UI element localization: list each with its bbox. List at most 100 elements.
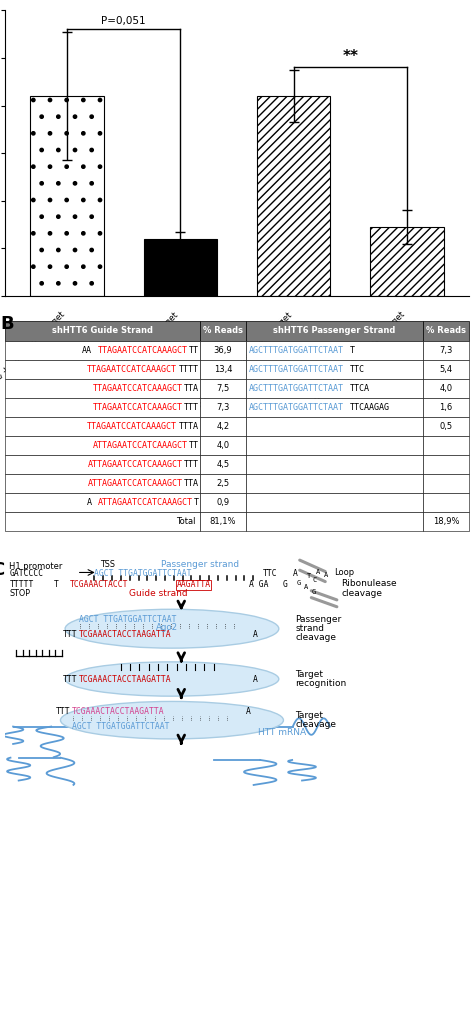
Text: TTCA: TTCA xyxy=(350,384,370,392)
Text: STOP: STOP xyxy=(9,590,30,598)
Text: 13,4: 13,4 xyxy=(214,365,232,374)
Text: G: G xyxy=(283,581,287,590)
Text: TTT: TTT xyxy=(63,675,77,683)
Bar xyxy=(246,379,423,397)
Text: pCCI- shTT6 + passenger target: pCCI- shTT6 + passenger target xyxy=(189,310,294,415)
Text: cleavage: cleavage xyxy=(295,634,336,642)
Text: cleavage: cleavage xyxy=(341,590,383,598)
Text: TTTT: TTTT xyxy=(178,365,199,374)
Text: T: T xyxy=(307,573,311,580)
Text: shHTT6 Guide Strand: shHTT6 Guide Strand xyxy=(52,327,153,336)
Bar xyxy=(30,96,104,296)
Text: TTT: TTT xyxy=(183,402,199,412)
Text: Guide strand: Guide strand xyxy=(129,590,187,598)
Text: Target: Target xyxy=(295,711,323,720)
Text: TTT: TTT xyxy=(56,707,71,716)
Text: Ribonulease: Ribonulease xyxy=(341,580,397,589)
Text: A: A xyxy=(316,569,320,574)
Text: ATTAGAATCCATCAAAGCT: ATTAGAATCCATCAAAGCT xyxy=(87,479,182,487)
Text: A: A xyxy=(246,707,251,716)
Bar xyxy=(5,493,200,512)
Text: TT: TT xyxy=(189,345,199,354)
Bar xyxy=(423,341,469,359)
Text: G: G xyxy=(296,580,301,586)
Text: T: T xyxy=(193,498,199,507)
Text: TTC: TTC xyxy=(263,569,277,579)
Bar xyxy=(423,397,469,417)
Text: TTTTT: TTTTT xyxy=(9,581,34,590)
Text: Passenger: Passenger xyxy=(295,615,341,624)
Bar xyxy=(200,455,246,474)
Text: A: A xyxy=(87,498,91,507)
Text: A: A xyxy=(304,585,309,591)
Text: TSS: TSS xyxy=(100,560,115,569)
Text: T: T xyxy=(54,581,58,590)
Text: TTAGAATCCATCAAAGCT: TTAGAATCCATCAAAGCT xyxy=(92,402,182,412)
Text: Passenger strand: Passenger strand xyxy=(161,560,239,569)
Text: A: A xyxy=(253,630,258,639)
Text: ATTAGAATCCATCAAAGCT: ATTAGAATCCATCAAAGCT xyxy=(87,460,182,469)
Text: AAGATTA: AAGATTA xyxy=(177,581,211,590)
Text: C: C xyxy=(0,561,4,579)
Text: 7,5: 7,5 xyxy=(217,384,230,392)
Bar xyxy=(5,397,200,417)
Text: ATTAGAATCCATCAAAGCT: ATTAGAATCCATCAAAGCT xyxy=(98,498,193,507)
Text: TTA: TTA xyxy=(183,479,199,487)
Text: ATTAGAATCCATCAAAGCT: ATTAGAATCCATCAAAGCT xyxy=(93,440,188,450)
Bar xyxy=(257,96,330,296)
Bar xyxy=(423,493,469,512)
Bar xyxy=(423,474,469,493)
Bar xyxy=(200,379,246,397)
Text: 0,5: 0,5 xyxy=(439,422,453,431)
Text: TTCAAGAG: TTCAAGAG xyxy=(350,402,390,412)
Bar xyxy=(5,512,200,531)
Text: AGCTTTGATGGATTCTAAT: AGCTTTGATGGATTCTAAT xyxy=(248,402,344,412)
Text: recognition: recognition xyxy=(295,679,346,688)
Bar xyxy=(200,512,246,531)
Text: A: A xyxy=(324,572,328,578)
Bar xyxy=(423,359,469,379)
Bar xyxy=(246,359,423,379)
Text: 4,2: 4,2 xyxy=(217,422,229,431)
Bar xyxy=(370,227,444,296)
Bar xyxy=(246,493,423,512)
Text: 4,0: 4,0 xyxy=(439,384,453,392)
Text: TTAGAATCCATCAAAGCT: TTAGAATCCATCAAAGCT xyxy=(92,384,182,392)
Text: TTAGAATCCATCAAAGCT: TTAGAATCCATCAAAGCT xyxy=(98,345,188,354)
Bar xyxy=(144,239,217,296)
Bar xyxy=(5,417,200,436)
Text: shHTT6 Passenger Strand: shHTT6 Passenger Strand xyxy=(273,327,396,336)
Text: SIN-shHTT6 + passenger target: SIN-shHTT6 + passenger target xyxy=(0,310,67,414)
Text: 5,4: 5,4 xyxy=(439,365,453,374)
Bar xyxy=(200,493,246,512)
Ellipse shape xyxy=(65,609,279,648)
Text: TCGAAACTACCT: TCGAAACTACCT xyxy=(70,581,128,590)
Text: TTA: TTA xyxy=(183,384,199,392)
Text: **: ** xyxy=(342,49,358,65)
Bar xyxy=(246,417,423,436)
Bar xyxy=(246,512,423,531)
Text: TTTA: TTTA xyxy=(178,422,199,431)
Text: AGCT TTGATGGATTCTAAT: AGCT TTGATGGATTCTAAT xyxy=(94,569,191,579)
Text: A: A xyxy=(293,569,298,579)
Text: 4,0: 4,0 xyxy=(217,440,229,450)
Text: 2,5: 2,5 xyxy=(217,479,229,487)
Text: C: C xyxy=(313,577,317,583)
Text: 36,9: 36,9 xyxy=(214,345,232,354)
Text: Total: Total xyxy=(176,517,195,526)
Text: TCGAAACTACCTAAGATTA: TCGAAACTACCTAAGATTA xyxy=(79,675,172,683)
Text: Ago2: Ago2 xyxy=(156,624,178,632)
Text: 0,9: 0,9 xyxy=(217,498,229,507)
Text: 1,6: 1,6 xyxy=(439,402,453,412)
Text: GATCCCC: GATCCCC xyxy=(9,569,44,579)
Bar xyxy=(200,417,246,436)
Text: 18,9%: 18,9% xyxy=(433,517,459,526)
Text: TCGAAACTACCTAAGATTA: TCGAAACTACCTAAGATTA xyxy=(72,707,165,716)
Text: 7,3: 7,3 xyxy=(216,402,230,412)
Text: G: G xyxy=(311,589,316,595)
Text: AGCTTTGATGGATTCTAAT: AGCTTTGATGGATTCTAAT xyxy=(248,384,344,392)
Text: TT: TT xyxy=(189,440,199,450)
Bar xyxy=(200,322,246,341)
Text: pCCl- shHTT6 + guide target: pCCl- shHTT6 + guide target xyxy=(313,310,407,404)
Bar xyxy=(246,455,423,474)
